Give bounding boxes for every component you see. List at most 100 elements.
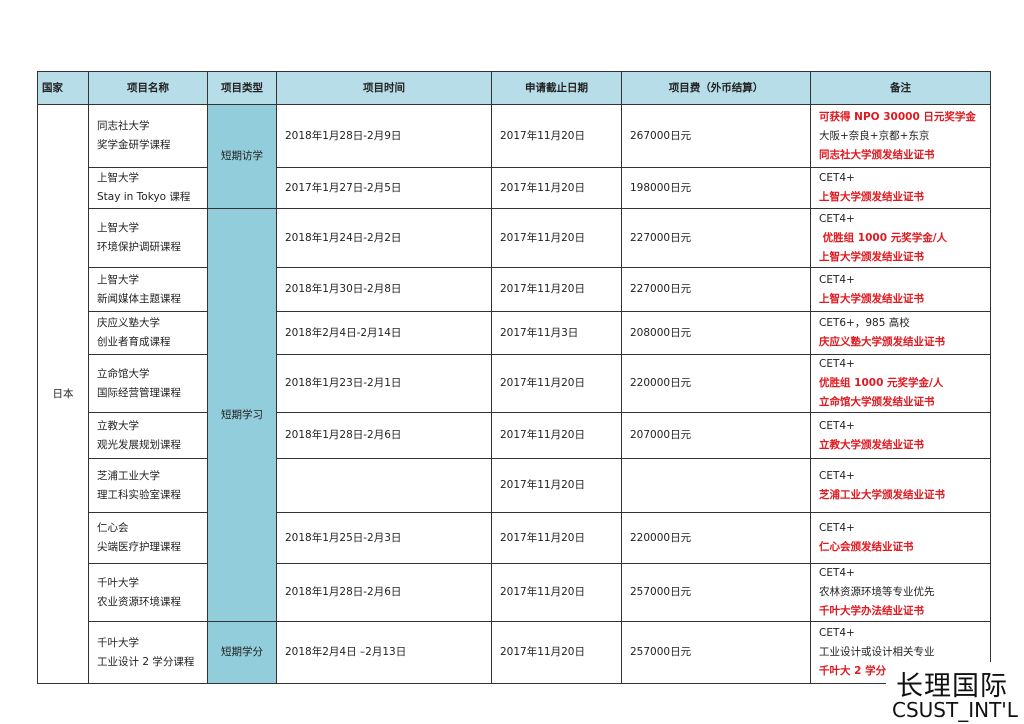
column-header: 国家 [37,71,89,105]
notes-cell: CET4+ 仁心会颁发结业证书 [810,512,991,564]
note-line: CET4+ [819,567,855,579]
program-time-cell: 2018年1月30日-2月8日 [276,267,492,312]
program-name-cell: 上智大学环境保护调研课程 [88,208,208,268]
program-name-cell: 庆应义塾大学 创业者育成课程 [88,311,208,355]
notes-cell: CET4+ 优胜组 1000 元奖学金/人 立命馆大学颁发结业证书 [810,354,991,413]
program-time-cell: 2018年1月28日-2月6日 [276,412,492,459]
school-name: 庆应义塾大学 [97,317,160,329]
program-time-cell: 2018年1月28日-2月9日 [276,104,492,168]
column-header: 项目时间 [276,71,492,105]
program-type-cell: 短期学习 [207,208,277,622]
school-name: 同志社大学 [97,120,150,132]
fee-cell: 207000日元 [621,412,811,459]
table-row: 芝浦工业大学 理工科实验室课程 2017年11月20日 CET4+ 芝浦工业大学颁发结业… [38,458,991,513]
note-line: 千叶大学办法结业证书 [819,605,924,617]
table-header: 国家 项目名称 项目类型 项目时间 申请截止日期 项目费（外币结算） 备注 [37,71,991,105]
fee-cell: 257000日元 [621,621,811,684]
program-time-cell: 2018年1月25日-2月3日 [276,512,492,564]
deadline-cell: 2017年11月3日 [491,311,622,355]
notes-cell: CET4+ 农林资源环境等专业优先 千叶大学办法结业证书 [810,563,991,622]
column-header: 项目名称 [88,71,208,105]
table-row: 上智大学 新闻媒体主题课程 2018年1月30日-2月8日 2017年11月20日 22… [38,267,991,312]
fee-cell: 227000日元 [621,267,811,312]
deadline-cell: 2017年11月20日 [491,167,622,209]
deadline-cell: 2017年11月20日 [491,104,622,168]
column-header: 申请截止日期 [491,71,622,105]
fee-cell: 208000日元 [621,311,811,355]
school-name: 上智大学 [97,273,139,286]
note-line: 立命馆大学颁发结业证书 [819,396,935,408]
note-line: CET4+ [819,172,855,184]
fee-cell [621,458,811,513]
school-name: 芝浦工业大学 [97,469,160,482]
notes-cell: CET4+ 优胜组 1000 元奖学金/人 上智大学颁发结业证书 [810,208,991,268]
note-line: 庆应义塾大学颁发结业证书 [819,336,945,348]
program-name: 农业资源环境课程 [97,595,181,608]
note-line: 工业设计或设计相关专业 [819,646,935,658]
program-name: 奖学金研学课程 [97,139,171,151]
program-name-cell: 同志社大学奖学金研学课程 [88,104,208,168]
note-line: CET4+ [819,469,855,482]
program-name-cell: 上智大学 新闻媒体主题课程 [88,267,208,312]
program-name: 环境保护调研课程 [97,241,181,253]
fee-cell: 227000日元 [621,208,811,268]
deadline-cell: 2017年11月20日 [491,621,622,684]
program-time-cell: 2018年2月4日 –2月13日 [276,621,492,684]
table-row: 立命馆大学 国际经营管理课程 2018年1月23日-2月1日 2017年11月20日 2… [38,354,991,413]
school-name: 仁心会 [97,522,129,534]
program-time-cell: 2018年1月23日-2月1日 [276,354,492,413]
notes-cell: CET6+，985 高校 庆应义塾大学颁发结业证书 [810,311,991,355]
note-line: 优胜组 1000 元奖学金/人 [819,377,944,389]
program-name: 尖端医疗护理课程 [97,541,181,553]
deadline-cell: 2017年11月20日 [491,563,622,622]
program-name: 创业者育成课程 [97,336,171,348]
table-row: 上智大学 环境保护调研课程 短期学习 2018年1月24日-2月2日 2017年11月2… [38,208,991,622]
watermark-cn: 长理国际 [896,671,1008,702]
note-line: 上智大学颁发结业证书 [819,292,924,305]
program-name: 观光发展规划课程 [97,438,181,451]
note-line: 仁心会颁发结业证书 [819,541,914,553]
note-line: 千叶大 2 学分 [819,665,887,677]
program-name-cell: 千叶大学 工业设计 2 学分课程 [88,621,208,684]
fee-cell: 220000日元 [621,354,811,413]
table-row: 日本 同志社大学 奖学金研学课程 短期访学 2018年1月28日-2月9日 2017年11… [37,104,991,684]
note-line: 芝浦工业大学颁发结业证书 [819,488,945,501]
note-line: CET4+ [819,522,855,534]
table-row: 庆应义塾大学 创业者育成课程 2018年2月4日-2月14日 2017年11月3日 20… [38,311,991,355]
note-line: 上智大学颁发结业证书 [819,250,924,263]
school-name: 千叶大学 [97,576,139,589]
table-row: 立教大学 观光发展规划课程 2018年1月28日-2月6日 2017年11月20日 20… [38,412,991,459]
fee-cell: 198000日元 [621,167,811,209]
watermark-en: CSUST_INT'L [892,698,1018,722]
deadline-cell: 2017年11月20日 [491,208,622,268]
country-cell: 日本 [37,104,89,684]
notes-cell: 可获得 NPO 30000 日元奖学金 大阪+奈良+京都+东京 同志社大学颁发结业证… [810,104,991,168]
program-name-cell: 千叶大学农业资源环境课程 [88,563,208,622]
program-name: 理工科实验室课程 [97,488,181,501]
note-line: CET4+ [819,273,855,286]
note-line: 可获得 NPO 30000 日元奖学金 [819,110,976,123]
fee-cell: 257000日元 [621,563,811,622]
table-row: 千叶大学 农业资源环境课程 2018年1月28日-2月6日 2017年11月20日 25… [38,563,991,622]
program-name: Stay in Tokyo 课程 [97,191,191,203]
table-row: 千叶大学 工业设计 2 学分课程 短期学分 2018年2月4日 –2月13日 2017年… [38,621,991,684]
column-header: 备注 [810,71,991,105]
program-name: 国际经营管理课程 [97,386,181,399]
note-line: 立教大学颁发结业证书 [819,438,924,451]
program-table: 国家 项目名称 项目类型 项目时间 申请截止日期 项目费（外币结算） 备注 日本 同志社大学奖… [37,71,991,684]
program-name-cell: 仁心会尖端医疗护理课程 [88,512,208,564]
note-line: CET4+ [819,627,855,639]
watermark-logo: 长理国际 CSUST_INT'L [886,662,1024,724]
deadline-cell: 2017年11月20日 [491,354,622,413]
school-name: 立教大学 [97,419,139,432]
notes-cell: CET4+ 上智大学颁发结业证书 [810,267,991,312]
notes-cell: CET4+ 上智大学颁发结业证书 [810,167,991,209]
notes-cell: CET4+ 芝浦工业大学颁发结业证书 [810,458,991,513]
program-type-cell: 短期访学 [207,104,277,209]
note-line: 优胜组 1000 元奖学金/人 [819,231,948,244]
program-name-cell: 立命馆大学 国际经营管理课程 [88,354,208,413]
column-header: 项目费（外币结算） [621,71,811,105]
school-name: 上智大学 [97,222,139,234]
notes-cell: CET4+ 立教大学颁发结业证书 [810,412,991,459]
school-name: 千叶大学 [97,636,139,649]
